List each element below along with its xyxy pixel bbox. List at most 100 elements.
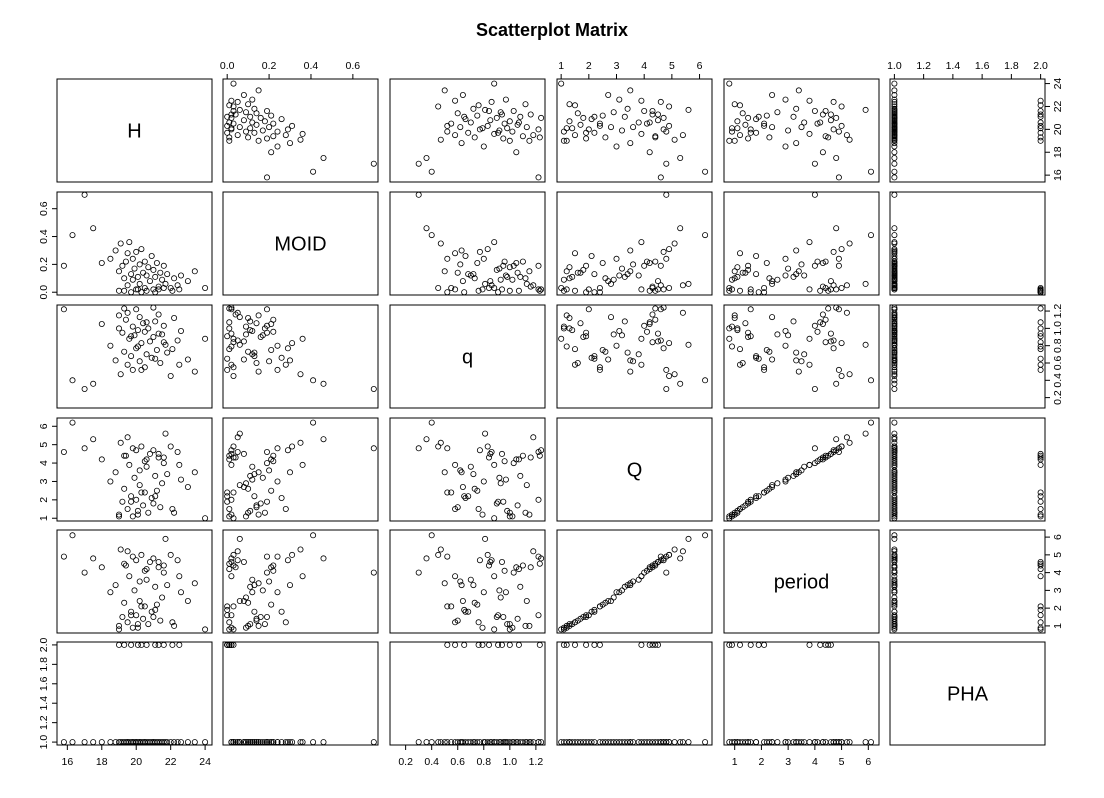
- point-MOID-vs-q: [538, 286, 545, 293]
- point-q-vs-MOID: [226, 305, 233, 312]
- point-H-vs-PHA: [891, 154, 898, 161]
- point-q-vs-period: [782, 342, 789, 349]
- point-Q-vs-period: [755, 493, 762, 500]
- point-Q-vs-period: [769, 483, 776, 490]
- point-H-vs-Q: [616, 96, 623, 103]
- point-Q-vs-PHA: [1037, 454, 1044, 461]
- point-period-vs-MOID: [224, 606, 231, 613]
- point-H-vs-q: [501, 120, 508, 127]
- point-MOID-vs-period: [822, 258, 829, 265]
- point-Q-vs-PHA: [1037, 493, 1044, 500]
- point-q-vs-MOID: [226, 325, 233, 332]
- point-period-vs-MOID: [282, 619, 289, 626]
- point-q-vs-Q: [605, 356, 612, 363]
- point-period-vs-q: [500, 614, 507, 621]
- point-q-vs-H: [116, 312, 123, 319]
- point-q-vs-H: [129, 366, 136, 373]
- point-q-vs-period: [843, 309, 850, 316]
- point-H-vs-q: [506, 137, 513, 144]
- point-Q-vs-q: [484, 443, 491, 450]
- point-period-vs-PHA: [1037, 603, 1044, 610]
- point-MOID-vs-period: [793, 247, 800, 254]
- point-period-vs-MOID: [240, 598, 247, 605]
- point-q-vs-Q: [574, 359, 581, 366]
- point-period-vs-H: [150, 614, 157, 621]
- point-H-vs-q: [493, 114, 500, 121]
- point-Q-vs-q: [482, 430, 489, 437]
- right-axis-tick-label-H: 18: [1052, 146, 1064, 158]
- point-MOID-vs-Q: [660, 286, 667, 293]
- point-q-vs-Q: [596, 364, 603, 371]
- point-Q-vs-q: [457, 467, 464, 474]
- point-H-vs-period: [806, 130, 813, 137]
- point-period-vs-MOID: [263, 553, 270, 560]
- point-q-vs-MOID: [257, 333, 264, 340]
- point-MOID-vs-H: [152, 273, 159, 280]
- point-period-vs-H: [107, 589, 114, 596]
- point-MOID-vs-period: [734, 264, 741, 271]
- panel-frame-Q-Q: [556, 417, 713, 522]
- point-q-vs-MOID: [228, 361, 235, 368]
- point-H-vs-Q: [660, 126, 667, 133]
- point-q-vs-MOID: [224, 366, 231, 373]
- point-Q-vs-MOID: [228, 511, 235, 518]
- point-H-vs-period: [753, 129, 760, 136]
- point-Q-vs-H: [134, 507, 141, 514]
- panel-frame-H-PHA: [889, 78, 1046, 183]
- point-q-vs-PHA: [891, 358, 898, 365]
- point-PHA-vs-H: [116, 641, 123, 648]
- point-Q-vs-q: [506, 513, 513, 520]
- point-H-vs-MOID: [226, 119, 233, 126]
- point-q-vs-H: [152, 318, 159, 325]
- point-q-vs-Q: [588, 354, 595, 361]
- point-MOID-vs-period: [811, 262, 818, 269]
- point-q-vs-period: [825, 305, 832, 312]
- point-H-vs-q: [506, 118, 513, 125]
- point-q-vs-H: [136, 314, 143, 321]
- point-Q-vs-period: [811, 445, 818, 452]
- point-PHA-vs-H: [60, 739, 67, 746]
- point-q-vs-PHA: [891, 368, 898, 375]
- point-q-vs-MOID: [268, 346, 275, 353]
- point-q-vs-Q: [627, 357, 634, 364]
- point-Q-vs-MOID: [255, 511, 262, 518]
- point-PHA-vs-q: [495, 641, 502, 648]
- point-q-vs-PHA: [891, 356, 898, 363]
- point-H-vs-PHA: [1037, 125, 1044, 132]
- point-q-vs-period: [745, 333, 752, 340]
- point-Q-vs-MOID: [228, 461, 235, 468]
- point-H-vs-period: [846, 136, 853, 143]
- point-Q-vs-period: [846, 439, 853, 446]
- point-PHA-vs-q: [536, 641, 543, 648]
- point-Q-vs-H: [81, 445, 88, 452]
- point-PHA-vs-Q: [677, 739, 684, 746]
- point-H-vs-Q: [610, 109, 617, 116]
- point-H-vs-Q: [608, 124, 615, 131]
- point-q-vs-PHA: [1037, 333, 1044, 340]
- point-MOID-vs-Q: [572, 287, 579, 294]
- point-period-vs-MOID: [240, 559, 247, 566]
- point-q-vs-H: [177, 327, 184, 334]
- point-MOID-vs-period: [731, 275, 738, 282]
- point-MOID-vs-q: [437, 240, 444, 247]
- point-Q-vs-MOID: [232, 454, 239, 461]
- point-MOID-vs-period: [838, 246, 845, 253]
- point-Q-vs-MOID: [268, 487, 275, 494]
- point-period-vs-Q: [572, 619, 579, 626]
- point-H-vs-period: [769, 124, 776, 131]
- point-PHA-vs-H: [184, 739, 191, 746]
- point-H-vs-q: [441, 87, 448, 94]
- point-MOID-vs-q: [501, 258, 508, 265]
- point-Q-vs-MOID: [282, 505, 289, 512]
- point-q-vs-H: [81, 385, 88, 392]
- point-PHA-vs-Q: [616, 739, 623, 746]
- point-q-vs-H: [169, 346, 176, 353]
- point-MOID-vs-H: [117, 240, 124, 247]
- point-H-vs-q: [452, 132, 459, 139]
- point-MOID-vs-H: [160, 262, 167, 269]
- point-period-vs-q: [476, 557, 483, 564]
- point-PHA-vs-Q: [574, 739, 581, 746]
- point-period-vs-H: [152, 583, 159, 590]
- point-H-vs-MOID: [249, 96, 256, 103]
